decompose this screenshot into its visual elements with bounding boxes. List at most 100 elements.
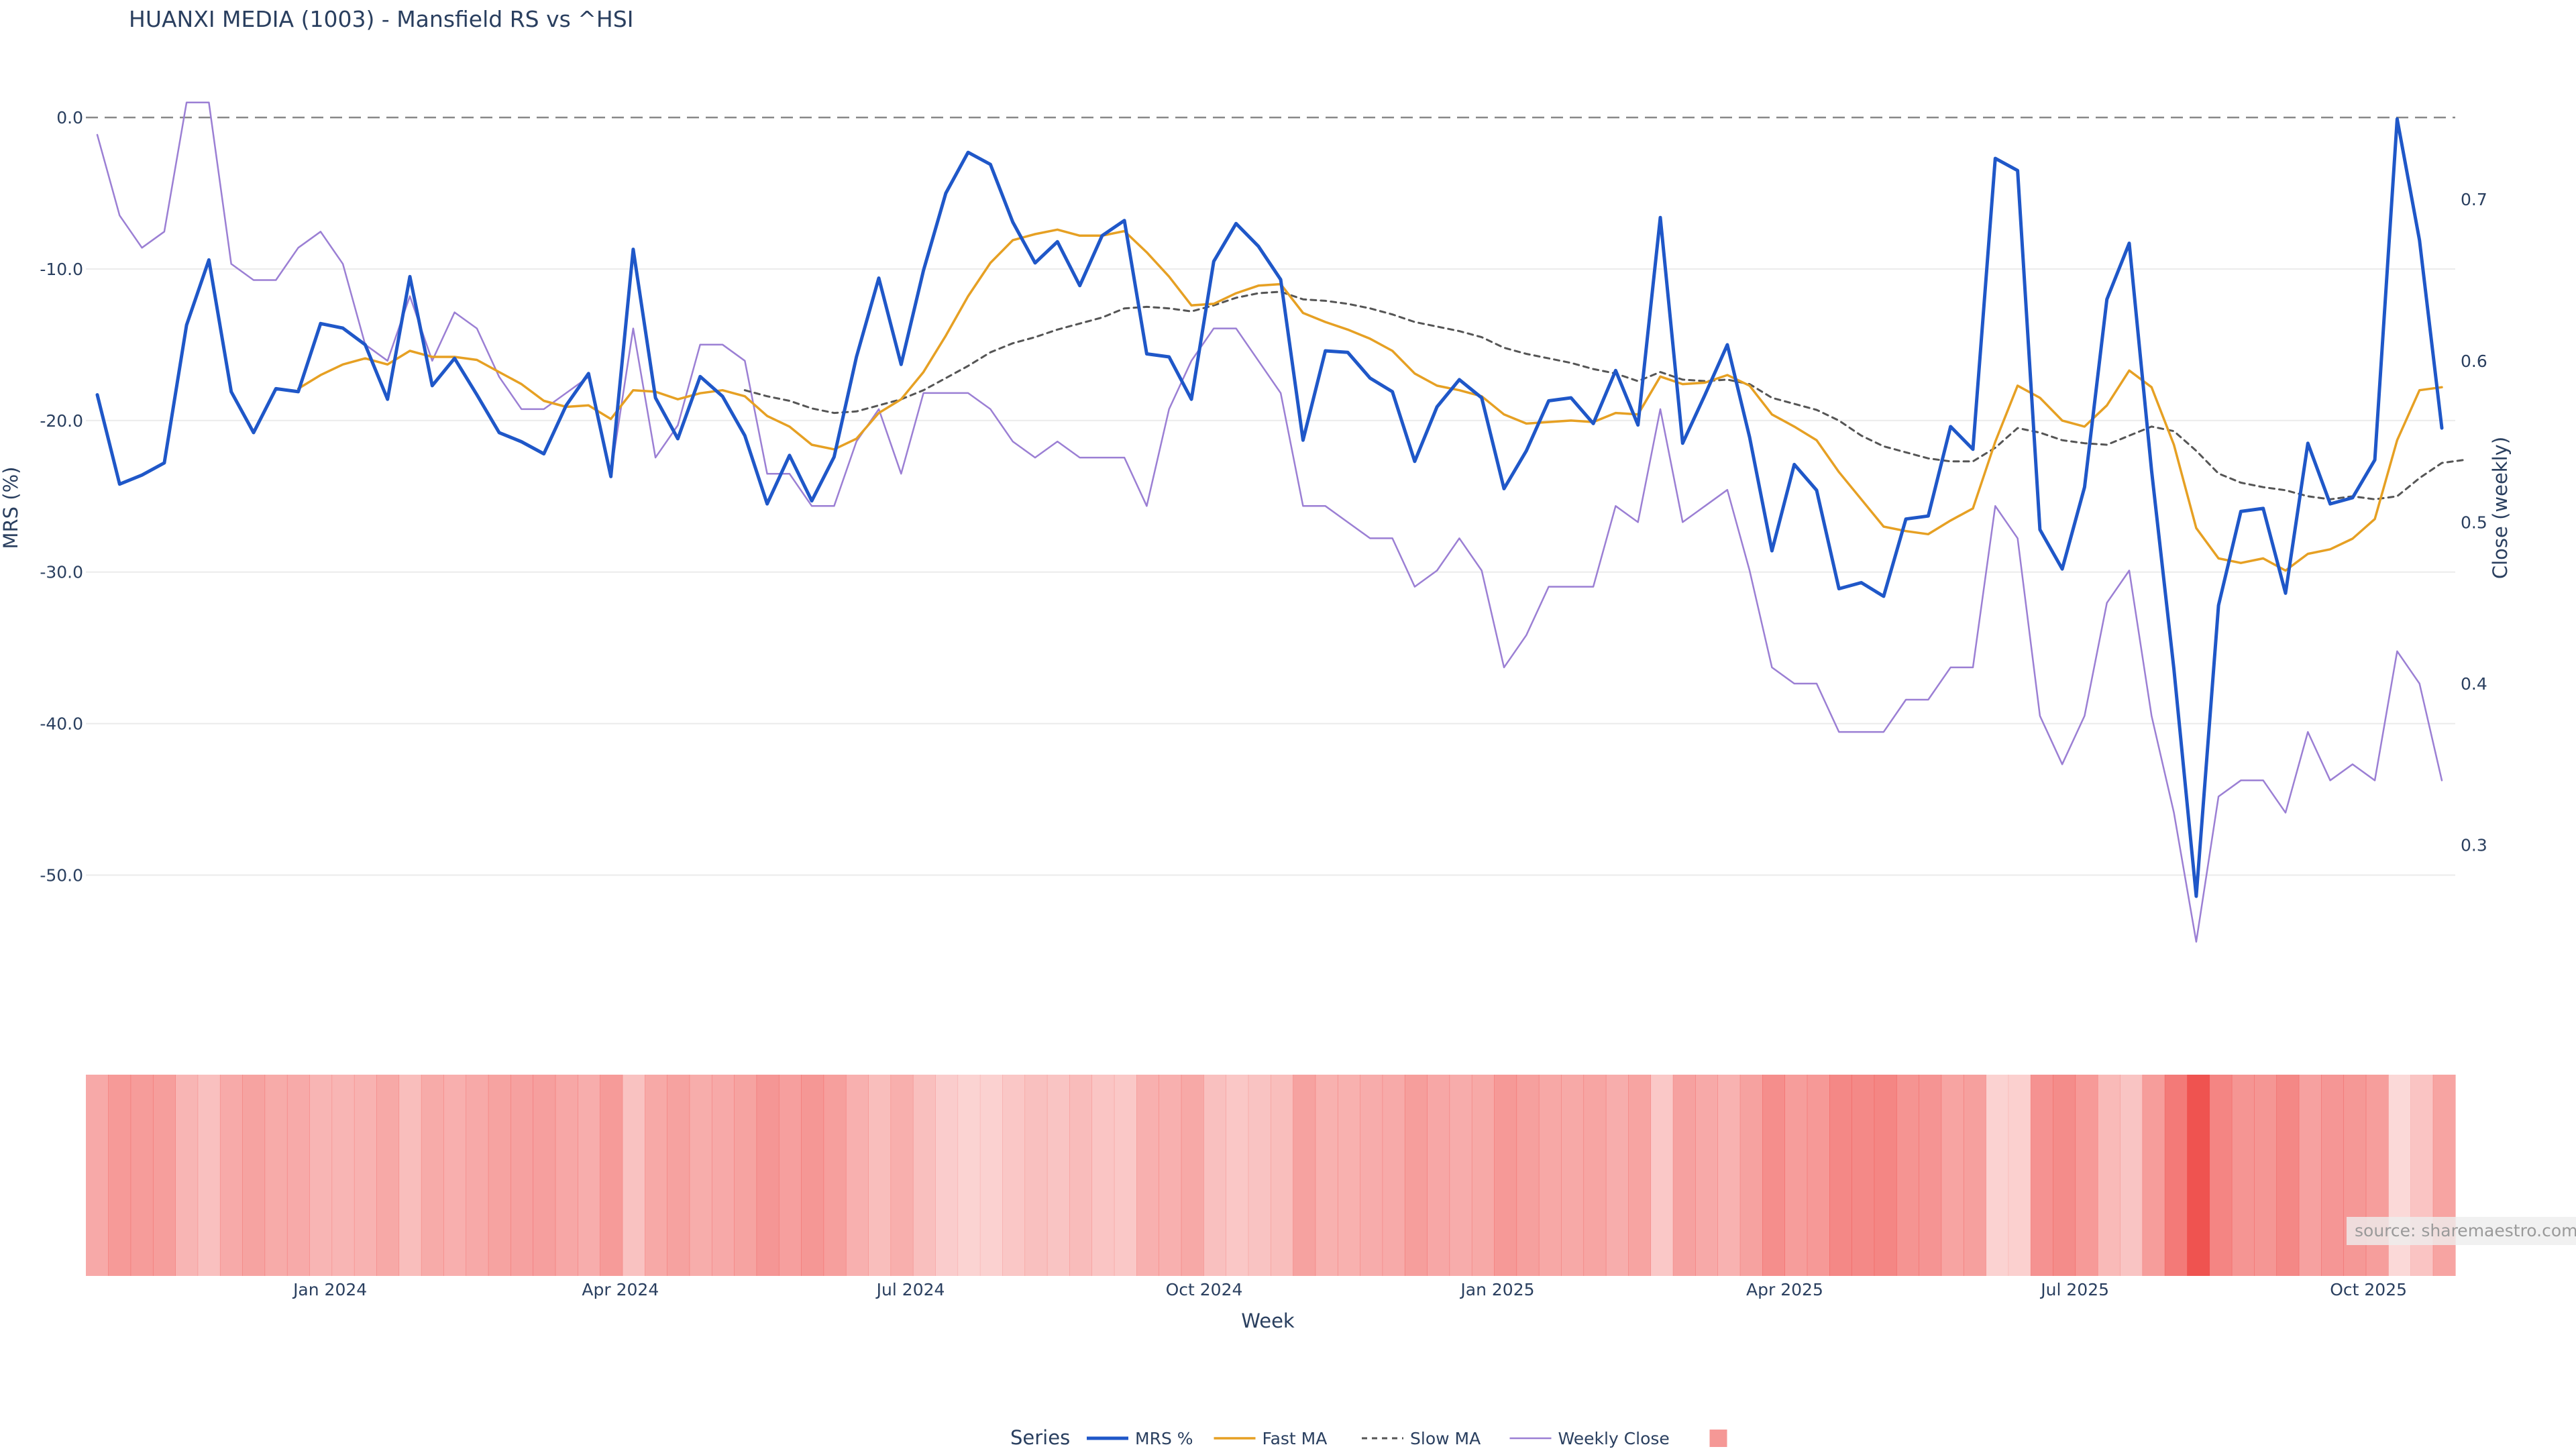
heatmap-cell [2321, 1075, 2344, 1276]
heatmap-cell [1337, 1075, 1360, 1276]
heatmap-cell [778, 1075, 802, 1276]
legend-item-label: Weekly Close [1558, 1429, 1670, 1448]
y-axis-left: 0.0 -10.0 -20.0 -30.0 -40.0 -50.0 [40, 108, 83, 885]
heatmap-cell [2097, 1075, 2121, 1276]
heatmap-cell [957, 1075, 981, 1276]
y-right-tick-label: 0.6 [2461, 352, 2487, 371]
source-label: source: sharemaestro.com [2355, 1221, 2576, 1240]
heatmap-cell [1360, 1075, 1383, 1276]
heatmap-cell [622, 1075, 645, 1276]
heatmap-cell [2298, 1075, 2322, 1276]
heatmap-cell [1159, 1075, 1182, 1276]
x-axis: Jan 2024 Apr 2024 Jul 2024 Oct 2024 Jan 2025… [292, 1280, 2407, 1299]
legend-item-label: Slow MA [1410, 1429, 1481, 1448]
heatmap-cell [1404, 1075, 1428, 1276]
heatmap-cell [1919, 1075, 1942, 1276]
heatmap-cell [175, 1075, 199, 1276]
heatmap-cell [1315, 1075, 1338, 1276]
chart-title: HUANXI MEDIA (1003) - Mansfield RS vs ^H… [129, 6, 633, 32]
heatmap-cell [801, 1075, 824, 1276]
heatmap-cell [2142, 1075, 2165, 1276]
heatmap-cell [2209, 1075, 2233, 1276]
heatmap-cell [1605, 1075, 1629, 1276]
x-tick-label: Apr 2024 [582, 1280, 659, 1299]
heatmap-cell [219, 1075, 243, 1276]
heatmap-cell [1382, 1075, 1405, 1276]
heatmap-cell [912, 1075, 936, 1276]
series-lines [95, 101, 2465, 943]
x-tick-label: Jan 2024 [292, 1280, 367, 1299]
heatmap-cell [1046, 1075, 1070, 1276]
heatmap-cell [1427, 1075, 1450, 1276]
legend-title: Series [1010, 1426, 1070, 1449]
heatmap-cell [1516, 1075, 1540, 1276]
legend-item-label: Fast MA [1263, 1429, 1328, 1448]
heatmap-cell [2254, 1075, 2277, 1276]
heatmap-cell [2276, 1075, 2300, 1276]
heatmap-cell [2008, 1075, 2031, 1276]
series-line-mrs [95, 117, 2444, 898]
source-label-box: source: sharemaestro.com [2347, 1217, 2576, 1245]
y-right-tick-label: 0.4 [2461, 674, 2487, 694]
y-right-tick-label: 0.5 [2461, 513, 2487, 532]
heatmap-cell [488, 1075, 511, 1276]
heatmap-cell [2075, 1075, 2098, 1276]
heatmap-cell [1114, 1075, 1137, 1276]
x-tick-label: Apr 2025 [1746, 1280, 1823, 1299]
heatmap-cell [443, 1075, 467, 1276]
heatmap-cell [1874, 1075, 1897, 1276]
heatmap-cell [555, 1075, 578, 1276]
heatmap-cell [2365, 1075, 2389, 1276]
heatmap-cell [1538, 1075, 1562, 1276]
heatmap-cell [1181, 1075, 1204, 1276]
heatmap-cell [689, 1075, 712, 1276]
heatmap-cell [1739, 1075, 1763, 1276]
heatmap-cell [1941, 1075, 1964, 1276]
heatmap-cell [286, 1075, 310, 1276]
heatmap-cell [734, 1075, 757, 1276]
heatmap-cell [868, 1075, 892, 1276]
heatmap-cell [108, 1075, 131, 1276]
heatmap-cell [1293, 1075, 1316, 1276]
heatmap-cell [935, 1075, 959, 1276]
heatmap-cell [823, 1075, 847, 1276]
series-line-slow-ma [743, 290, 2465, 500]
heatmap-cell [1069, 1075, 1093, 1276]
heatmap-cell [845, 1075, 869, 1276]
legend-swatch-heatmap [1709, 1430, 1727, 1447]
heatmap-cell [756, 1075, 780, 1276]
heatmap-cell [331, 1075, 355, 1276]
heatmap-cell [1449, 1075, 1472, 1276]
heatmap-cell [1136, 1075, 1159, 1276]
y-left-tick-label: -20.0 [40, 411, 83, 431]
heatmap-cell [309, 1075, 333, 1276]
legend: Series MRS % Fast MA Slow MA Weekly Close [1010, 1426, 1727, 1449]
heatmap-cell [1471, 1075, 1495, 1276]
heatmap-cell [1091, 1075, 1115, 1276]
x-tick-label: Oct 2024 [1166, 1280, 1243, 1299]
heatmap-cell [1762, 1075, 1785, 1276]
legend-item-label: MRS % [1135, 1429, 1193, 1448]
heatmap-cell [1494, 1075, 1517, 1276]
grid-lines [86, 116, 2455, 876]
heatmap-cell [1829, 1075, 1852, 1276]
heatmap-cell [667, 1075, 690, 1276]
heatmap-cell [1024, 1075, 1048, 1276]
heatmap-cell [1271, 1075, 1293, 1276]
heatmap-cell [264, 1075, 288, 1276]
heatmap-cell [1583, 1075, 1607, 1276]
heatmap-cell [152, 1075, 176, 1276]
heatmap-cell [354, 1075, 377, 1276]
heatmap-cell [2410, 1075, 2434, 1276]
heatmap-cell [2432, 1075, 2456, 1276]
heatmap-cell [398, 1075, 422, 1276]
heatmap-cell [1561, 1075, 1585, 1276]
heatmap-cell [2388, 1075, 2411, 1276]
heatmap-cell [1672, 1075, 1696, 1276]
heatmap-cell [376, 1075, 400, 1276]
heatmap-cell [197, 1075, 221, 1276]
heatmap-cell [890, 1075, 914, 1276]
heatmap-cell [2120, 1075, 2143, 1276]
y-right-tick-label: 0.3 [2461, 836, 2487, 855]
